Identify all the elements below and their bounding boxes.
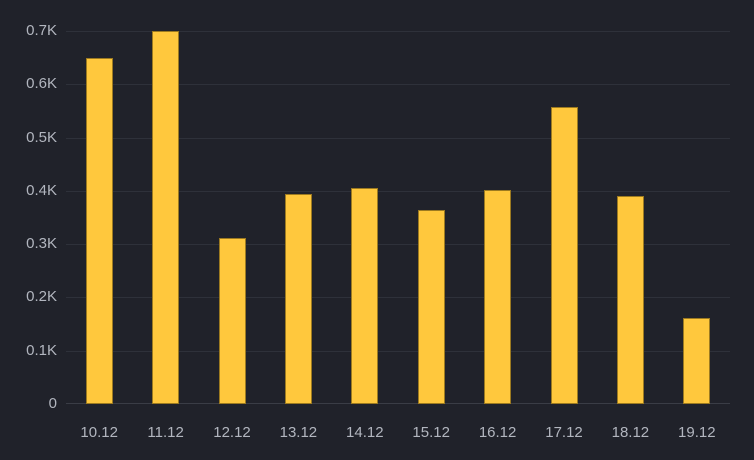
bar-11.12[interactable] — [152, 31, 180, 404]
bar-16.12[interactable] — [484, 190, 512, 404]
y-tick-label: 0.1K — [26, 341, 57, 359]
y-tick-label: 0.2K — [26, 288, 57, 306]
gridline-0.5K — [66, 137, 730, 139]
x-tick-label: 13.12 — [279, 424, 318, 441]
gridline-0.1K — [66, 350, 730, 352]
bar-15.12[interactable] — [417, 209, 445, 404]
x-tick-label: 17.12 — [545, 424, 583, 441]
gridline-0.3K — [66, 244, 730, 246]
y-tick-label: 0.5K — [26, 128, 57, 146]
y-tick-label: 0.7K — [26, 22, 57, 39]
y-tick-label: 0.4K — [26, 181, 57, 199]
bar-19.12[interactable] — [683, 317, 711, 404]
gridline-0.4K — [66, 190, 730, 192]
y-tick-label: 0.6K — [26, 75, 57, 93]
x-tick-label: 18.12 — [611, 424, 650, 441]
gridline-0.6K — [66, 84, 730, 86]
x-tick-label: 19.12 — [678, 424, 716, 441]
gridline-0.2K — [66, 297, 730, 299]
x-tick-label: 12.12 — [213, 424, 251, 441]
x-tick-label: 10.12 — [80, 424, 118, 441]
x-tick-label: 16.12 — [478, 424, 517, 441]
gridline-0.7K — [66, 31, 730, 32]
bar-12.12[interactable] — [218, 237, 246, 404]
x-tick-label: 14.12 — [346, 424, 384, 441]
bar-18.12[interactable] — [616, 196, 644, 404]
bar-17.12[interactable] — [550, 106, 578, 404]
plot-area — [66, 31, 730, 404]
x-tick-label: 15.12 — [412, 424, 450, 441]
bar-13.12[interactable] — [284, 193, 312, 404]
x-tick-label: 11.12 — [147, 424, 184, 441]
bar-14.12[interactable] — [351, 188, 379, 404]
y-tick-label: 0.3K — [26, 235, 57, 253]
y-tick-label: 0 — [48, 395, 57, 412]
x-axis-baseline — [66, 403, 730, 404]
bar-10.12[interactable] — [85, 57, 113, 404]
